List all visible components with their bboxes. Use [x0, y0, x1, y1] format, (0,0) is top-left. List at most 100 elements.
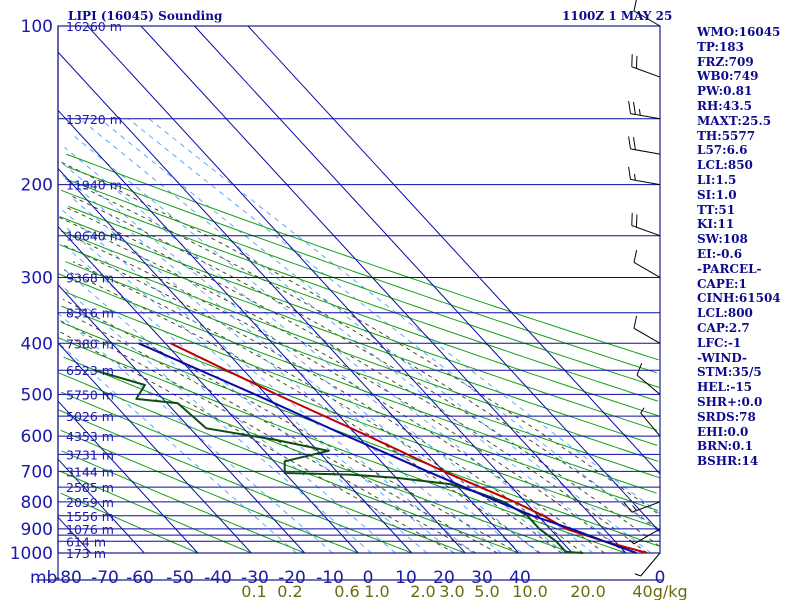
mixing-ratio-line	[57, 206, 474, 554]
index-item: FRZ:709	[697, 54, 754, 69]
pressure-label: 200	[21, 176, 53, 196]
moist-adiabat	[66, 312, 498, 554]
x-tick-label: 40	[509, 568, 531, 588]
isotherm	[57, 226, 359, 554]
index-item: RH:43.5	[697, 98, 752, 113]
wind-barb	[631, 54, 661, 78]
index-item: LCL:800	[697, 306, 753, 321]
index-item: EHI:0.0	[697, 424, 749, 439]
moist-adiabat	[57, 216, 627, 554]
dry-adiabat	[60, 391, 466, 554]
isobars	[36, 25, 662, 581]
wind-barb	[623, 501, 661, 513]
wind-barb	[634, 552, 661, 577]
wind-barb	[633, 315, 661, 344]
height-label: 614 m	[66, 534, 106, 549]
index-item: KI:11	[697, 217, 735, 232]
chart-title: LIPI (16045) Sounding	[68, 9, 223, 23]
height-label: 13720 m	[66, 112, 122, 127]
index-item: TP:183	[697, 39, 745, 54]
wind-barb	[633, 0, 661, 27]
wind-barb	[628, 166, 661, 186]
wind-barb	[628, 101, 661, 120]
mixing-ratio-label: 5.0	[474, 582, 499, 600]
height-label: 6523 m	[66, 363, 114, 378]
index-item: BRN:0.1	[697, 439, 753, 454]
pressure-label: 600	[21, 427, 53, 447]
moist-adiabat	[62, 298, 520, 554]
x-tick-label: 30	[471, 568, 493, 588]
pressure-label: 400	[21, 334, 53, 354]
pressure-label: 1000	[10, 544, 53, 564]
height-label: 8316 m	[66, 306, 114, 321]
profile-lines	[93, 342, 648, 554]
dry-adiabat	[61, 189, 658, 402]
height-label: 7380 m	[66, 336, 114, 351]
index-item: LI:1.5	[697, 172, 737, 187]
index-item: LFC:-1	[697, 335, 742, 350]
dry-adiabat	[68, 206, 660, 417]
x-tick-label: -40	[204, 568, 232, 588]
wind-barb	[633, 249, 661, 278]
index-item: MAXT:25.5	[697, 113, 772, 128]
dry-adiabat	[66, 166, 657, 374]
height-label: 2585 m	[66, 480, 114, 495]
x-tick-label: 0	[655, 568, 666, 588]
x-tick-label: -80	[54, 568, 82, 588]
x-tick-label: 0	[363, 568, 374, 588]
mixing-ratio-line	[57, 312, 333, 554]
sounding-time: 1100Z 1 MAY 25	[562, 9, 673, 23]
mixing-ratio-line	[63, 244, 428, 554]
mixing-ratio-label: 0.6	[334, 582, 359, 600]
dry-adiabat	[59, 216, 658, 431]
index-item: L57:6.6	[697, 143, 748, 158]
dry-adiabat	[60, 429, 359, 554]
isotherm	[57, 168, 413, 554]
height-label: 5750 m	[66, 387, 114, 402]
x-tick-label: 10	[395, 568, 417, 588]
x-tick-label: -70	[91, 568, 119, 588]
index-item: SRDS:78	[697, 409, 756, 424]
x-tick-label: -10	[316, 568, 344, 588]
dry-adiabat	[60, 492, 198, 554]
mixing-ratio-label: 3.0	[439, 582, 464, 600]
dry-adiabat	[61, 305, 658, 529]
isotherm	[57, 109, 466, 554]
mixing-ratio-line	[58, 160, 539, 554]
dry-adiabat	[58, 372, 519, 554]
isotherm	[57, 400, 199, 554]
index-item: SW:108	[697, 232, 748, 247]
index-item: SHR+:0.0	[697, 394, 763, 409]
moist-adiabat	[70, 235, 605, 554]
x-unit-label: mb	[30, 568, 57, 588]
index-item: CINH:61504	[697, 291, 781, 306]
mixing-ratio-label: 10.0	[512, 582, 548, 600]
dry-adiabat	[61, 321, 659, 547]
pressure-label: 900	[21, 520, 53, 540]
height-label: 11940 m	[66, 178, 122, 193]
plot-frame	[57, 25, 661, 554]
isotherm	[57, 458, 145, 554]
mixing-ratio-label: 2.0	[410, 582, 435, 600]
pressure-label: 300	[21, 268, 53, 288]
index-item: CAP:2.7	[697, 320, 750, 335]
wind-barb	[628, 528, 661, 545]
mixing-ratio-label: 40g/kg	[632, 582, 687, 600]
height-label: 1556 m	[66, 509, 114, 524]
pressure-label: 700	[21, 462, 53, 482]
index-item: LCL:850	[697, 158, 753, 173]
dry-adiabat	[65, 291, 658, 511]
dry-adiabat	[58, 409, 412, 554]
height-label: 10640 m	[66, 229, 122, 244]
moist-adiabat	[59, 331, 455, 554]
parcel-line	[138, 342, 637, 554]
index-item: PW:0.81	[697, 84, 753, 99]
mixing-ratio-label: 0.1	[241, 582, 266, 600]
moist-adiabat	[63, 269, 541, 554]
index-item: TT:51	[697, 202, 736, 217]
dewpoint-line	[93, 369, 584, 554]
mixing-ratio-label: 20.0	[570, 582, 606, 600]
isotherm	[57, 284, 306, 554]
